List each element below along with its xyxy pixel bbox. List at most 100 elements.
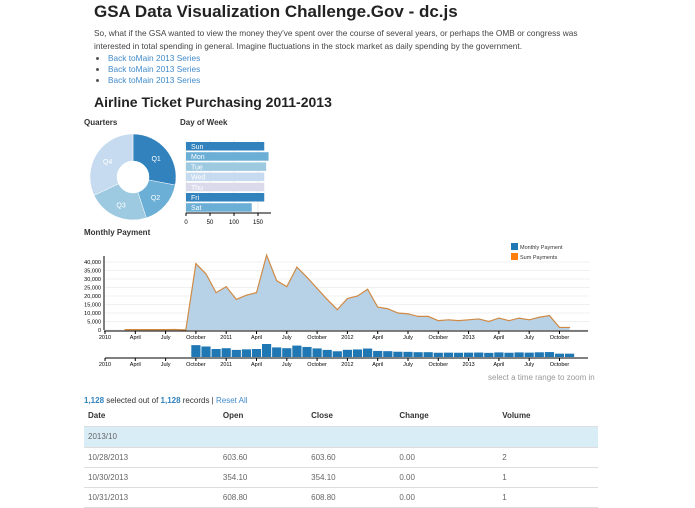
legend-label: Sum Payments bbox=[520, 255, 558, 261]
data-point bbox=[538, 316, 540, 318]
group-row: 2013/10 bbox=[84, 426, 598, 448]
row-bar-Fri bbox=[186, 193, 265, 202]
table-cell: 354.10 bbox=[218, 467, 308, 488]
y-tick-label: 10,000 bbox=[84, 311, 101, 317]
data-point bbox=[387, 308, 389, 310]
range-bar bbox=[383, 351, 393, 357]
x-tick-label: October bbox=[550, 335, 570, 341]
y-tick-label: 25,000 bbox=[84, 286, 101, 292]
col-change[interactable]: Change bbox=[395, 405, 499, 427]
pie-label: Q3 bbox=[116, 203, 125, 210]
day-of-week-title: Day of Week bbox=[180, 118, 228, 127]
count-text: records | bbox=[180, 396, 216, 405]
x-tick-label: April bbox=[493, 335, 504, 341]
x-tick-label: October bbox=[186, 335, 206, 341]
range-bar bbox=[544, 352, 554, 357]
row-label: Sun bbox=[191, 144, 204, 151]
range-bar bbox=[312, 348, 322, 357]
x-tick-label: July bbox=[161, 362, 171, 368]
monthly-payment-title: Monthly Payment bbox=[84, 228, 151, 237]
range-bar bbox=[352, 349, 363, 357]
table-row: 10/28/2013 603.60 603.60 0.00 2 bbox=[84, 447, 598, 468]
range-bar bbox=[514, 352, 524, 357]
x-tick-label: April bbox=[372, 335, 383, 341]
data-point bbox=[336, 309, 338, 311]
row-bar-Sun bbox=[186, 142, 265, 151]
y-tick-label: 20,000 bbox=[84, 294, 101, 300]
data-point bbox=[235, 298, 237, 300]
y-tick-label: 0 bbox=[98, 328, 101, 334]
data-point bbox=[165, 329, 167, 331]
data-point bbox=[508, 320, 510, 322]
data-point bbox=[457, 320, 460, 322]
range-bar bbox=[443, 352, 453, 357]
x-tick-label: April bbox=[130, 362, 141, 368]
x-tick-label: 2011 bbox=[220, 362, 232, 368]
monthly-payment-chart[interactable]: 0 5,000 10,000 15,000 20,000 25,000 30,000 35,0… bbox=[80, 238, 600, 344]
data-point bbox=[478, 318, 480, 320]
list-item: Back toMain 2013 Series bbox=[108, 53, 200, 64]
data-point bbox=[528, 319, 530, 321]
x-tick-label: October bbox=[429, 335, 449, 341]
range-bar bbox=[403, 351, 413, 357]
data-point bbox=[276, 280, 278, 282]
data-point bbox=[266, 254, 268, 256]
pie-label: Q1 bbox=[151, 156, 160, 163]
x-tick-label: 100 bbox=[229, 220, 240, 226]
range-bar bbox=[211, 349, 221, 357]
row-bar-Sat bbox=[186, 203, 252, 212]
table-cell: 10/28/2013 bbox=[84, 447, 219, 468]
range-bar bbox=[262, 344, 272, 357]
col-open[interactable]: Open bbox=[218, 405, 308, 427]
reset-all-link[interactable]: Reset All bbox=[215, 396, 248, 405]
data-point bbox=[518, 317, 520, 319]
range-bar bbox=[322, 349, 332, 357]
col-volume[interactable]: Volume bbox=[498, 405, 598, 427]
row-bar-Thu bbox=[186, 182, 265, 192]
data-point bbox=[185, 329, 187, 331]
legend-swatch bbox=[511, 253, 518, 260]
data-point bbox=[286, 286, 288, 288]
data-point bbox=[468, 319, 470, 321]
area-fill bbox=[125, 255, 570, 330]
x-tick-label: July bbox=[403, 362, 413, 368]
day-of-week-chart[interactable]: 0 50 100 150 Sun Mon Tue Wed Thu Fri Sat bbox=[180, 135, 280, 230]
x-tick-label: October bbox=[307, 335, 327, 341]
legend-swatch bbox=[511, 243, 518, 250]
quarters-pie-chart[interactable]: Q1 Q2 Q3 Q4 bbox=[85, 130, 185, 225]
col-date[interactable]: Date bbox=[84, 405, 219, 427]
list-item: Back toMain 2013 Series bbox=[108, 75, 200, 86]
data-point bbox=[255, 292, 258, 294]
group-label: 2013/10 bbox=[84, 426, 598, 448]
data-point bbox=[447, 319, 449, 321]
record-count: 1,128 selected out of 1,128 records | Re… bbox=[84, 396, 248, 405]
data-point bbox=[245, 294, 247, 296]
back-link[interactable]: Back toMain 2013 Series bbox=[108, 75, 201, 85]
data-point bbox=[346, 297, 348, 300]
x-tick-label: July bbox=[403, 335, 413, 341]
x-tick-label: 0 bbox=[184, 220, 188, 226]
col-close[interactable]: Close bbox=[307, 405, 396, 427]
row-label: Mon bbox=[191, 154, 205, 161]
data-point bbox=[397, 312, 399, 314]
data-point bbox=[367, 288, 369, 290]
x-tick-label: April bbox=[493, 362, 504, 368]
back-link[interactable]: Back toMain 2013 Series bbox=[108, 64, 201, 74]
range-bar bbox=[292, 345, 302, 357]
row-bar-Wed bbox=[186, 172, 265, 182]
range-bar bbox=[191, 345, 201, 357]
table-cell: 1 bbox=[498, 467, 598, 488]
back-link[interactable]: Back toMain 2013 Series bbox=[108, 53, 201, 63]
x-tick-label: 2010 bbox=[99, 362, 111, 368]
range-hint: select a time range to zoom in bbox=[488, 373, 595, 382]
page-title: GSA Data Visualization Challenge.Gov - d… bbox=[94, 2, 458, 21]
pie-label: Q2 bbox=[151, 195, 160, 202]
table-cell: 603.60 bbox=[218, 447, 308, 468]
range-bar bbox=[554, 353, 565, 357]
range-chart[interactable]: 2010 April July October 2011 April July October… bbox=[80, 344, 600, 374]
row-bar-Mon bbox=[186, 152, 269, 161]
range-bar bbox=[413, 352, 423, 357]
pie-slice-Q1 bbox=[132, 133, 177, 186]
link-list: Back toMain 2013 Series Back toMain 2013… bbox=[94, 53, 200, 86]
data-table: Date Open Close Change Volume 2013/10 10… bbox=[84, 405, 598, 508]
